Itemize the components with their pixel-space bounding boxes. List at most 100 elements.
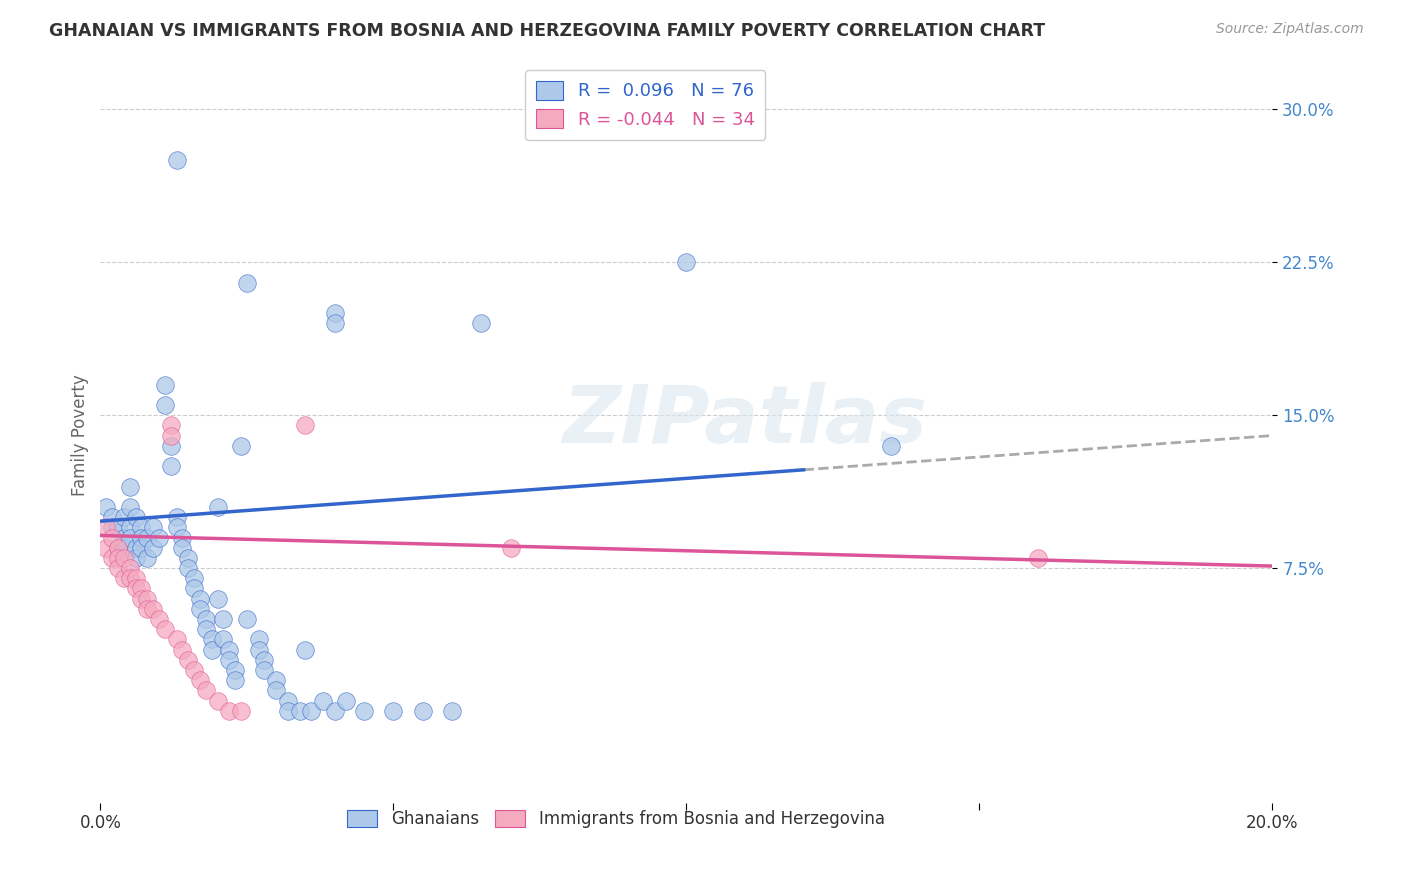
Point [236,612,259,626]
Point [136,550,159,565]
Text: ZIPatlas: ZIPatlas [562,382,928,460]
Point [107,520,129,534]
Point [264,683,287,698]
Point [247,642,270,657]
Point [207,591,229,606]
Point [323,306,346,320]
Point [101,531,124,545]
Point [107,541,129,555]
Point [118,500,141,514]
Point [112,550,135,565]
Point [188,673,211,688]
Point [153,377,176,392]
Point [112,571,135,585]
Point [264,673,287,688]
Point [159,428,181,442]
Point [277,693,299,707]
Point [288,704,311,718]
Point [183,663,205,677]
Point [183,582,205,596]
Text: Source: ZipAtlas.com: Source: ZipAtlas.com [1216,22,1364,37]
Point [136,591,159,606]
Point [1026,550,1049,565]
Point [323,704,346,718]
Point [440,704,463,718]
Point [177,653,200,667]
Point [112,510,135,524]
Point [153,398,176,412]
Point [253,663,276,677]
Point [880,439,903,453]
Point [177,550,200,565]
Point [166,510,188,524]
Point [118,531,141,545]
Point [201,642,224,657]
Point [207,693,229,707]
Point [107,561,129,575]
Point [335,693,357,707]
Point [124,582,146,596]
Point [207,500,229,514]
Point [294,642,316,657]
Point [675,255,697,269]
Point [124,571,146,585]
Legend: Ghanaians, Immigrants from Bosnia and Herzegovina: Ghanaians, Immigrants from Bosnia and He… [340,803,891,835]
Point [470,317,492,331]
Point [107,550,129,565]
Point [96,500,118,514]
Point [131,531,153,545]
Point [107,541,129,555]
Point [201,632,224,647]
Point [131,591,153,606]
Point [124,541,146,555]
Point [499,541,522,555]
Point [412,704,434,718]
Point [177,561,200,575]
Point [131,582,153,596]
Point [188,602,211,616]
Point [229,704,252,718]
Point [159,439,181,453]
Point [247,632,270,647]
Point [212,632,235,647]
Point [142,520,165,534]
Point [312,693,335,707]
Point [118,520,141,534]
Point [112,541,135,555]
Point [294,418,316,433]
Point [382,704,405,718]
Point [224,663,246,677]
Point [118,571,141,585]
Point [148,531,170,545]
Point [253,653,276,667]
Point [277,704,299,718]
Point [299,704,322,718]
Point [353,704,375,718]
Point [101,520,124,534]
Point [194,683,217,698]
Point [236,276,259,290]
Point [166,632,188,647]
Point [96,520,118,534]
Point [166,520,188,534]
Point [101,510,124,524]
Point [166,153,188,168]
Point [136,602,159,616]
Point [212,612,235,626]
Point [323,317,346,331]
Point [142,602,165,616]
Point [159,418,181,433]
Point [224,673,246,688]
Point [172,531,194,545]
Point [218,642,240,657]
Point [229,439,252,453]
Point [148,612,170,626]
Point [172,642,194,657]
Point [124,550,146,565]
Point [136,531,159,545]
Point [172,541,194,555]
Point [183,571,205,585]
Point [118,479,141,493]
Point [118,561,141,575]
Point [96,541,118,555]
